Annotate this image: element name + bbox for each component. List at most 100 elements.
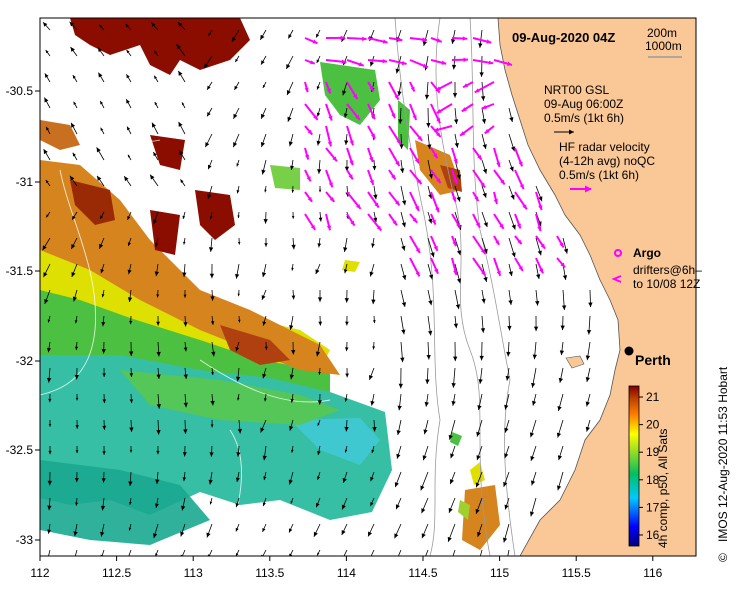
- model-arrow-head: [480, 328, 486, 333]
- model-arrow-head: [208, 32, 212, 36]
- radar-arrow-head: [453, 270, 458, 276]
- model-arrow-head: [394, 482, 399, 488]
- radar-arrow-head: [500, 179, 505, 185]
- model-arrow-head: [127, 126, 131, 131]
- sst-field: [40, 18, 500, 550]
- model-arrow-head: [317, 297, 323, 302]
- model-arrow-head: [237, 397, 240, 401]
- model-arrow-head: [345, 373, 349, 378]
- model-arrow-head: [344, 449, 348, 453]
- model-arrow-head: [72, 296, 78, 302]
- model-arrow-head: [453, 323, 459, 329]
- model-arrow-head: [343, 269, 348, 274]
- model-arrow-head: [479, 72, 484, 77]
- radar-arrow-head: [313, 114, 318, 120]
- model-arrow-head: [588, 302, 593, 308]
- model-arrow-head: [504, 453, 509, 459]
- model-arrow-head: [263, 219, 268, 224]
- model-arrow-head: [235, 502, 240, 508]
- model-arrow-head: [206, 532, 211, 538]
- model-arrow-head: [315, 351, 321, 357]
- model-arrow-head: [397, 91, 402, 96]
- radar-arrow-head: [475, 222, 480, 228]
- model-arrow-head: [69, 175, 75, 181]
- model-arrow-head: [536, 274, 541, 280]
- model-arrow-head: [370, 476, 374, 482]
- model-arrow-head: [127, 215, 131, 220]
- model-arrow: [74, 549, 78, 556]
- model-arrow-head: [531, 382, 536, 388]
- model-arrow-head: [261, 295, 266, 300]
- radar-arrow-head: [412, 114, 417, 120]
- model-arrow-head: [288, 479, 293, 485]
- colorbar-tick-label: 21: [646, 390, 660, 404]
- model-arrow-head: [72, 152, 76, 157]
- model-arrow-head: [370, 400, 375, 406]
- radar-arrow-head: [417, 135, 423, 141]
- model-arrow-head: [425, 379, 430, 385]
- model-arrow-head: [428, 173, 434, 179]
- model-arrow-head: [207, 193, 212, 199]
- model-arrow-head: [71, 244, 76, 250]
- model-arrow-head: [529, 511, 535, 517]
- model-arrow-head: [154, 75, 157, 79]
- model-arrow-head: [262, 373, 267, 379]
- model-arrow-head: [453, 119, 459, 124]
- model-arrow-head: [234, 85, 238, 90]
- model-arrow: [452, 549, 456, 556]
- model-arrow-head: [556, 485, 562, 491]
- model-arrow-head: [209, 216, 213, 220]
- latitude-axis: -30.5 -31 -31.5 -32 -32.5 -33: [6, 84, 40, 547]
- model-arrow-head: [455, 304, 461, 310]
- radar-arrow-head: [433, 127, 439, 132]
- radar-legend-line-2: (4-12h avg) noQC: [559, 154, 655, 168]
- model-arrow-head: [368, 374, 374, 380]
- model-arrow-head: [127, 297, 133, 302]
- perth-label: Perth: [635, 352, 671, 368]
- model-arrow-head: [102, 399, 107, 404]
- model-arrow-head: [183, 294, 187, 298]
- model-arrow-head: [373, 194, 378, 200]
- model-arrow-head: [511, 146, 516, 152]
- radar-arrow-head: [370, 114, 375, 120]
- model-arrow: [425, 549, 429, 556]
- model-arrow-head: [182, 452, 187, 457]
- radar-arrow-head: [436, 108, 442, 114]
- model-arrow-head: [97, 175, 102, 181]
- model-arrow-head: [210, 321, 215, 325]
- model-arrow-head: [452, 93, 458, 98]
- model-arrow-head: [97, 47, 103, 53]
- model-arrow-head: [476, 455, 481, 461]
- model-arrow-head: [262, 528, 266, 532]
- model-arrow-head: [288, 528, 293, 533]
- model-arrow-head: [183, 429, 188, 434]
- model-arrow-head: [264, 189, 267, 193]
- model-arrow-head: [558, 377, 563, 383]
- model-arrow-head: [401, 222, 406, 228]
- model-arrow-head: [154, 503, 159, 508]
- model-arrow-head: [372, 165, 377, 171]
- colorbar-tick-label: 16: [646, 528, 660, 542]
- radar-arrow-head: [519, 184, 524, 190]
- model-arrow-head: [291, 349, 296, 355]
- model-arrow-head: [181, 102, 185, 106]
- radar-arrow-head: [416, 179, 422, 185]
- model-arrow-head: [182, 477, 187, 482]
- model-arrow-head: [153, 533, 158, 539]
- model-arrow-head: [345, 321, 349, 326]
- model-arrow-head: [313, 531, 318, 537]
- model-arrow-head: [504, 404, 509, 410]
- radar-arrow-head: [434, 268, 439, 274]
- model-arrow-head: [394, 533, 399, 539]
- model-arrow-head: [154, 50, 157, 54]
- radar-arrow-head: [349, 160, 354, 166]
- map-title: 09-Aug-2020 04Z: [512, 30, 615, 45]
- model-arrow-head: [237, 215, 240, 218]
- model-arrow-head: [372, 427, 377, 432]
- radar-arrow-head: [370, 133, 375, 139]
- model-arrow-head: [127, 269, 132, 275]
- model-arrow: [507, 549, 510, 556]
- radar-arrow-head: [356, 203, 361, 209]
- model-arrow-head: [43, 272, 48, 278]
- radar-arrow-head: [559, 242, 564, 248]
